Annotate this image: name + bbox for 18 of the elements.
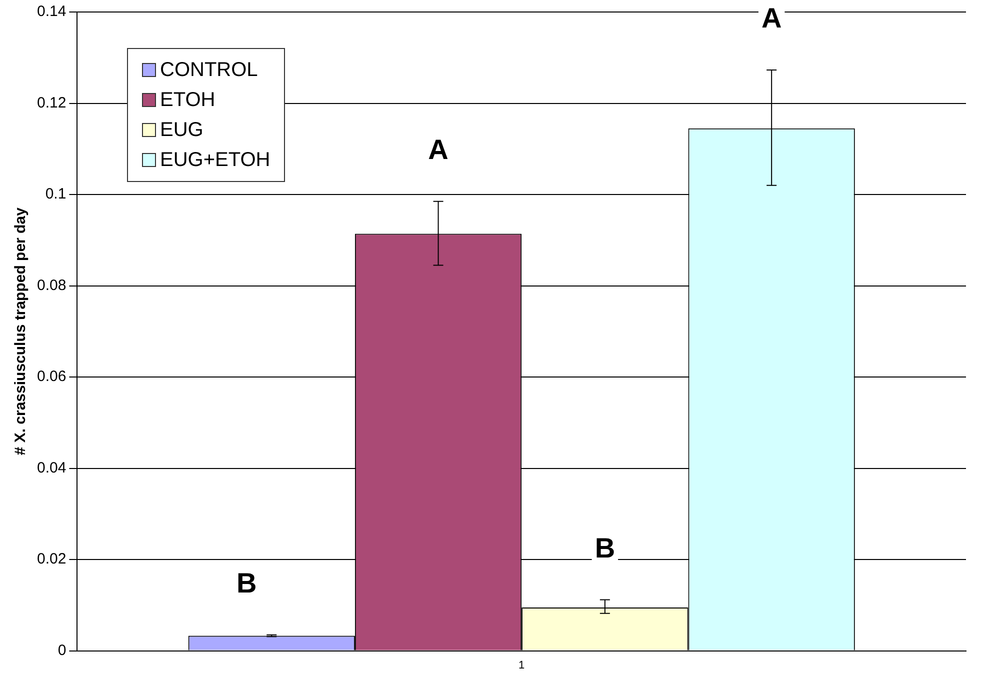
y-tick-label: 0.1 [45,186,66,203]
y-tick-label: 0.02 [36,550,66,568]
y-tick-label: 0.14 [36,3,66,20]
legend-label: EUG+ETOH [160,148,270,172]
y-tick-label: 0.06 [36,368,66,386]
y-tick-label: 0.04 [36,459,66,476]
annotation: B [236,568,257,599]
x-tick-label: 1 [518,659,525,672]
y-axis-title: # X. crassiusculus trapped per day [12,206,30,456]
y-tick-label: 0.08 [36,276,66,294]
legend-label: CONTROL [160,58,258,82]
y-tick-label: 0.12 [36,94,66,112]
legend-label: EUG [160,118,204,142]
annotation: A [761,2,782,34]
y-tick-label: 0 [58,642,66,659]
legend-label: ETOH [160,88,216,112]
annotation: A [428,134,448,166]
annotation: B [594,532,616,564]
